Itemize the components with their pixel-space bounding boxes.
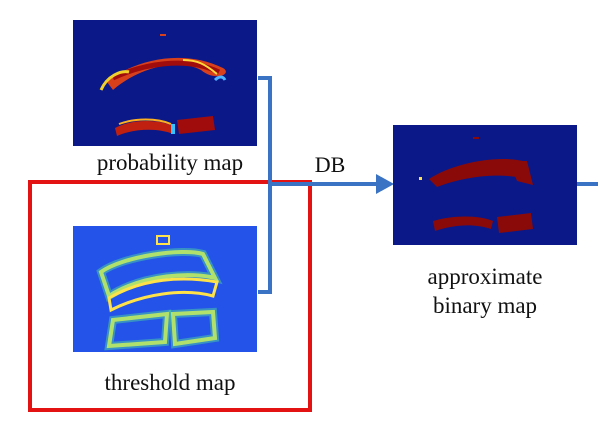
threshold-map-label: threshold map (104, 370, 236, 395)
threshold-map-highlight-box (28, 180, 312, 412)
probability-map-image (73, 20, 257, 146)
db-arrow-head (376, 174, 394, 194)
approximate-binary-map-label: approximate binary map (427, 264, 543, 318)
probability-map-label: probability map (96, 150, 244, 175)
probability-connector (258, 76, 272, 294)
db-edge-label: DB (314, 152, 346, 177)
threshold-map-image (73, 226, 257, 352)
approximate-binary-map-image (393, 125, 577, 245)
